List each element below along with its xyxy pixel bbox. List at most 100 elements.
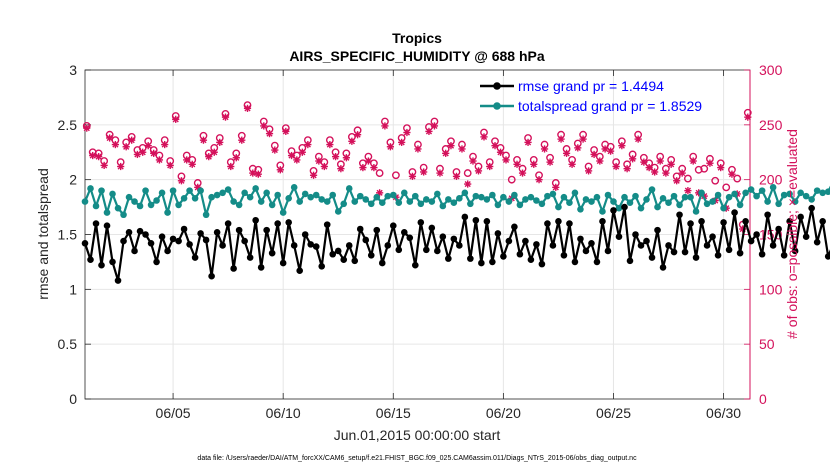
totalspread-point	[125, 193, 133, 201]
totalspread-point	[588, 198, 595, 205]
totalspread-point	[489, 191, 496, 199]
rmse-point	[764, 211, 771, 219]
y-tick-label: 1	[69, 281, 77, 297]
rmse-point	[224, 220, 232, 227]
obs-evaluated-point	[706, 159, 714, 167]
rmse-point	[643, 237, 650, 245]
rmse-point	[467, 255, 474, 262]
totalspread-point	[544, 192, 551, 200]
totalspread-point	[780, 191, 788, 199]
totalspread-point	[566, 199, 573, 206]
totalspread-point	[279, 209, 287, 216]
rmse-point	[456, 242, 463, 249]
rmse-point	[472, 216, 480, 224]
totalspread-point	[802, 192, 810, 200]
rmse-point	[334, 247, 342, 255]
obs-evaluated-stroke	[640, 159, 647, 166]
obs-evaluated-point	[717, 164, 725, 172]
rmse-point	[599, 218, 606, 225]
obs-evaluated-stroke	[227, 163, 234, 170]
rmse-point	[692, 254, 700, 261]
obs-evaluated-point	[640, 158, 648, 166]
legend-marker-totalspread	[493, 102, 501, 110]
totalspread-point	[604, 191, 612, 199]
rmse-point	[516, 250, 524, 258]
totalspread-point	[334, 208, 342, 215]
rmse-point	[125, 229, 133, 236]
rmse-point	[808, 204, 815, 212]
obs-evaluated-point	[629, 155, 637, 163]
rmse-point	[131, 247, 138, 255]
obs-evaluated-point	[634, 135, 642, 143]
obs-evaluated-point	[337, 165, 345, 173]
y2-tick-label: 300	[759, 62, 783, 78]
obs-evaluated-point	[612, 162, 620, 171]
obs-evaluated-point	[276, 166, 284, 174]
totalspread-point	[186, 187, 193, 194]
totalspread-point	[720, 204, 727, 212]
totalspread-point	[599, 208, 606, 215]
rmse-point	[98, 261, 105, 269]
totalspread-point	[434, 190, 441, 198]
totalspread-point	[406, 198, 414, 205]
legend-marker-rmse	[493, 82, 501, 90]
obs-evaluated-stroke	[497, 149, 504, 156]
totalspread-point	[505, 198, 513, 205]
totalspread-point	[626, 199, 634, 206]
obs-evaluated-point	[232, 154, 240, 162]
totalspread-point	[654, 203, 661, 211]
totalspread-point	[549, 190, 557, 198]
totalspread-point	[136, 202, 144, 210]
rmse-point	[681, 248, 689, 256]
obs-evaluated-stroke	[398, 139, 405, 146]
obs-evaluated-stroke	[596, 157, 603, 165]
totalspread-point	[252, 185, 259, 192]
rmse-point	[703, 242, 711, 249]
totalspread-point	[819, 189, 826, 197]
obs-evaluated-stroke	[486, 163, 493, 170]
obs-evaluated-stroke	[359, 164, 366, 171]
rmse-point	[698, 218, 705, 225]
rmse-point	[522, 237, 529, 245]
obs-evaluated-stroke	[343, 154, 350, 161]
totalspread-point	[714, 191, 722, 199]
rmse-point	[544, 220, 551, 227]
rmse-point	[566, 220, 573, 227]
obs-evaluated-point	[398, 138, 406, 146]
obs-evaluated-point	[651, 168, 659, 176]
y2-tick-label: 0	[759, 391, 767, 407]
obs-evaluated-stroke	[233, 154, 240, 161]
rmse-point	[654, 226, 661, 234]
obs-evaluated-stroke	[255, 171, 262, 178]
totalspread-point	[659, 195, 667, 202]
totalspread-point	[742, 189, 749, 197]
obs-evaluated-stroke	[128, 137, 135, 144]
obs-evaluated-point	[221, 113, 230, 121]
rmse-point	[489, 258, 496, 266]
obs-evaluated-stroke	[211, 149, 218, 156]
obs-evaluated-stroke	[172, 116, 179, 123]
obs-evaluated-point	[579, 135, 587, 143]
obs-evaluated-stroke	[167, 162, 174, 169]
obs-evaluated-point	[436, 169, 444, 177]
rmse-point	[527, 256, 535, 264]
obs-evaluated-stroke	[447, 142, 455, 149]
obs-evaluated-point	[546, 158, 554, 166]
rmse-point	[268, 249, 276, 257]
legend-label-totalspread: totalspread grand pr = 1.8529	[518, 98, 702, 114]
rmse-point	[263, 226, 270, 234]
obs-evaluated-stroke	[145, 142, 152, 149]
rmse-point	[588, 239, 595, 247]
rmse-point	[285, 219, 292, 226]
totalspread-point	[478, 193, 485, 201]
obs-evaluated-stroke	[568, 161, 576, 168]
totalspread-point	[709, 198, 716, 205]
totalspread-point	[731, 190, 738, 198]
rmse-point	[786, 218, 793, 225]
rmse-point	[538, 260, 546, 268]
rmse-point	[775, 225, 782, 233]
obs-evaluated-stroke	[260, 122, 267, 130]
totalspread-point	[456, 195, 463, 202]
obs-evaluated-point	[684, 187, 692, 195]
rmse-point	[665, 242, 672, 249]
